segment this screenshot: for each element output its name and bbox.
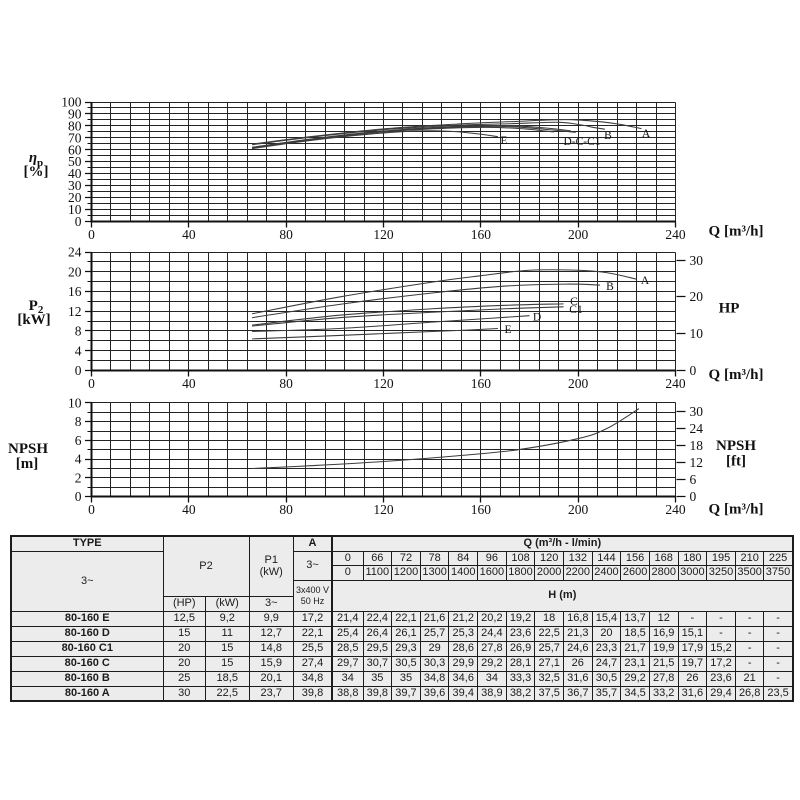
svg-text:20: 20	[68, 190, 82, 205]
svg-text:D: D	[533, 312, 541, 324]
svg-text:80: 80	[279, 376, 293, 391]
svg-text:[ft]: [ft]	[726, 454, 746, 470]
svg-text:20: 20	[68, 264, 82, 279]
svg-text:NPSH: NPSH	[8, 441, 48, 457]
svg-text:6: 6	[75, 433, 82, 448]
svg-text:10: 10	[68, 396, 82, 411]
svg-text:60: 60	[68, 142, 82, 157]
svg-text:80: 80	[68, 118, 82, 133]
svg-text:D-C-C1: D-C-C1	[563, 136, 600, 148]
svg-text:30: 30	[690, 404, 704, 419]
svg-text:8: 8	[75, 414, 82, 429]
svg-text:40: 40	[182, 502, 196, 517]
svg-text:10: 10	[68, 202, 82, 217]
svg-text:C: C	[570, 296, 578, 308]
svg-text:0: 0	[690, 363, 697, 378]
svg-text:240: 240	[665, 227, 686, 242]
svg-text:Q [m³/h]: Q [m³/h]	[709, 502, 764, 518]
svg-text:NPSH: NPSH	[716, 438, 756, 454]
svg-text:16: 16	[68, 284, 82, 299]
svg-text:2: 2	[75, 470, 82, 485]
svg-text:0: 0	[88, 376, 95, 391]
svg-text:160: 160	[471, 502, 492, 517]
svg-text:[m]: [m]	[16, 456, 39, 472]
svg-text:[kW]: [kW]	[17, 312, 50, 328]
svg-text:70: 70	[68, 130, 82, 145]
svg-text:200: 200	[568, 376, 589, 391]
svg-text:8: 8	[75, 324, 82, 339]
svg-text:90: 90	[68, 106, 82, 121]
svg-text:120: 120	[373, 502, 394, 517]
svg-text:160: 160	[471, 227, 492, 242]
svg-text:A: A	[642, 128, 651, 140]
svg-text:[%]: [%]	[24, 164, 49, 180]
svg-text:C1: C1	[569, 304, 583, 316]
svg-text:80: 80	[279, 227, 293, 242]
svg-text:E: E	[504, 324, 511, 336]
svg-text:A: A	[641, 275, 650, 287]
svg-text:E: E	[500, 135, 507, 147]
svg-text:12: 12	[68, 304, 82, 319]
svg-text:HP: HP	[719, 301, 740, 317]
svg-text:120: 120	[373, 227, 394, 242]
svg-text:12: 12	[690, 455, 704, 470]
svg-text:0: 0	[690, 489, 697, 504]
svg-text:0: 0	[75, 214, 82, 229]
svg-text:40: 40	[182, 376, 196, 391]
svg-text:10: 10	[690, 326, 704, 341]
svg-text:240: 240	[665, 376, 686, 391]
svg-text:80: 80	[279, 502, 293, 517]
svg-text:0: 0	[88, 227, 95, 242]
svg-text:18: 18	[690, 438, 704, 453]
svg-text:120: 120	[373, 376, 394, 391]
svg-text:24: 24	[68, 245, 82, 260]
svg-text:0: 0	[88, 502, 95, 517]
svg-text:40: 40	[68, 166, 82, 181]
svg-text:24: 24	[690, 421, 704, 436]
svg-text:Q [m³/h]: Q [m³/h]	[709, 367, 764, 383]
svg-text:20: 20	[690, 289, 704, 304]
svg-text:0: 0	[75, 489, 82, 504]
svg-text:B: B	[604, 130, 612, 142]
svg-text:30: 30	[690, 253, 704, 268]
svg-text:240: 240	[665, 502, 686, 517]
svg-text:100: 100	[61, 95, 82, 110]
svg-text:4: 4	[75, 452, 82, 467]
svg-text:200: 200	[568, 227, 589, 242]
svg-text:Q [m³/h]: Q [m³/h]	[709, 224, 764, 240]
svg-text:40: 40	[182, 227, 196, 242]
svg-text:0: 0	[75, 363, 82, 378]
svg-text:6: 6	[690, 472, 697, 487]
svg-text:160: 160	[471, 376, 492, 391]
svg-text:200: 200	[568, 502, 589, 517]
svg-text:B: B	[606, 281, 614, 293]
svg-text:ηp: ηp	[29, 150, 43, 169]
svg-text:4: 4	[75, 343, 82, 358]
svg-text:30: 30	[68, 178, 82, 193]
svg-text:50: 50	[68, 154, 82, 169]
